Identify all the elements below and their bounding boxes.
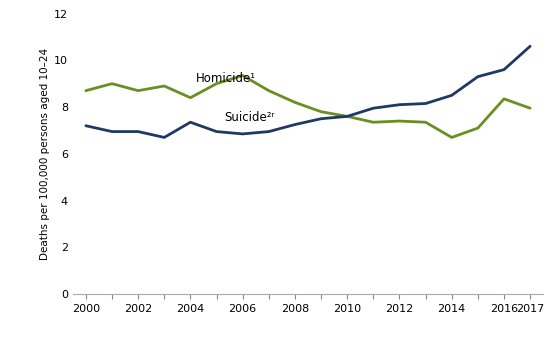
Text: Suicide²ʳ: Suicide²ʳ	[225, 111, 275, 124]
Y-axis label: Deaths per 100,000 persons aged 10–24: Deaths per 100,000 persons aged 10–24	[40, 48, 50, 260]
Text: Homicide¹: Homicide¹	[195, 72, 256, 86]
